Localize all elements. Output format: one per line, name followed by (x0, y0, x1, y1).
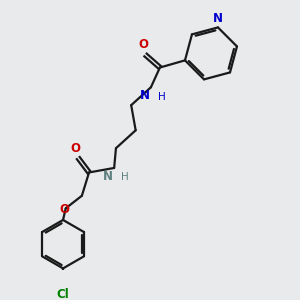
Text: N: N (213, 12, 223, 25)
Text: N: N (103, 170, 113, 183)
Text: H: H (158, 92, 166, 102)
Text: O: O (139, 38, 149, 51)
Text: N: N (140, 89, 150, 102)
Text: O: O (70, 142, 81, 154)
Text: Cl: Cl (57, 288, 69, 300)
Text: O: O (59, 203, 69, 216)
Text: H: H (121, 172, 129, 182)
